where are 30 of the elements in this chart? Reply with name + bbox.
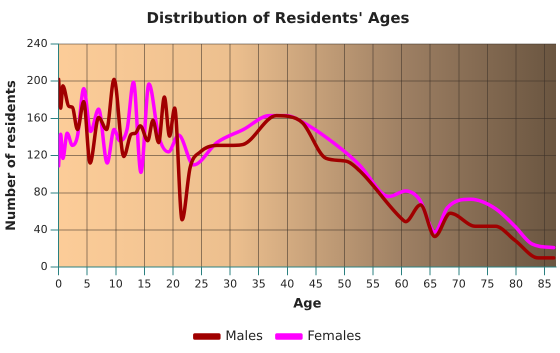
- legend-label: Females: [307, 328, 362, 344]
- x-tick-label: 20: [166, 278, 180, 291]
- x-tick-label: 15: [137, 278, 152, 291]
- x-tick-label: 40: [280, 278, 294, 291]
- x-tick-label: 85: [538, 278, 552, 291]
- x-tick-label: 60: [394, 278, 409, 291]
- x-tick-label: 10: [108, 278, 123, 291]
- y-tick-label: 0: [40, 260, 48, 274]
- y-tick-label: 120: [26, 148, 48, 162]
- y-tick-label: 200: [26, 74, 48, 88]
- y-tick-label: 40: [34, 222, 48, 236]
- y-tick-label: 160: [26, 111, 48, 124]
- x-tick-label: 70: [452, 278, 466, 291]
- x-tick-label: 55: [366, 278, 380, 291]
- x-tick-label: 35: [252, 278, 266, 291]
- x-tick-label: 30: [223, 278, 238, 291]
- x-tick-label: 5: [84, 278, 91, 291]
- x-tick-label: 50: [337, 278, 352, 291]
- x-tick-label: 0: [55, 278, 62, 291]
- chart-title: Distribution of Residents' Ages: [146, 8, 410, 27]
- x-tick-label: 25: [194, 278, 209, 291]
- x-axis-title: Age: [293, 296, 322, 312]
- legend-label: Males: [225, 328, 264, 344]
- y-tick-label: 240: [26, 36, 48, 50]
- x-tick-label: 80: [508, 278, 523, 291]
- y-tick-label: 80: [34, 186, 48, 199]
- y-axis-title: Number of residents: [4, 80, 20, 231]
- x-tick-label: 65: [423, 278, 438, 291]
- x-tick-label: 75: [480, 278, 494, 291]
- x-tick-label: 45: [308, 278, 323, 291]
